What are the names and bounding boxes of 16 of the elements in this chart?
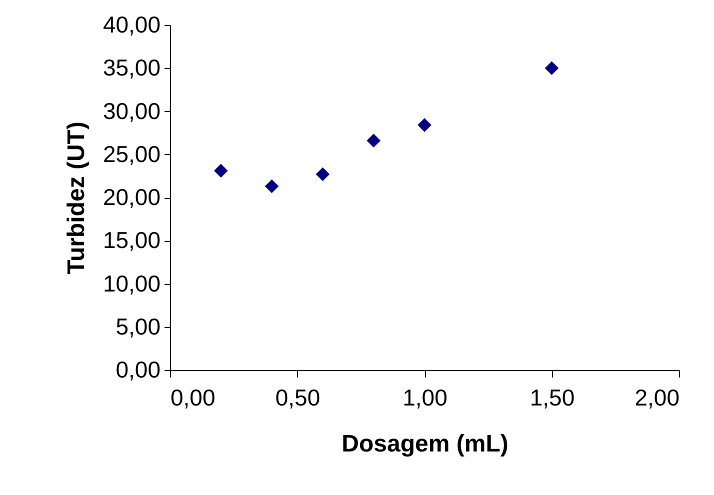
y-tick-label: 10,00 <box>102 270 160 296</box>
x-tick-label: 0,50 <box>275 384 320 410</box>
x-tick-label: 2,00 <box>634 384 680 410</box>
x-tick-label: 1,50 <box>530 384 575 410</box>
x-tick-label: 0,00 <box>170 384 216 410</box>
y-tick-label: 0,00 <box>116 356 160 382</box>
x-tick-label: 1,00 <box>402 384 448 410</box>
y-tick-label: 40,00 <box>102 12 160 38</box>
y-tick-label: 5,00 <box>116 313 160 340</box>
x-axis-title: Dosagem (mL) <box>342 430 508 458</box>
y-axis-title: Turbidez (UT) <box>62 122 90 274</box>
y-tick-label: 15,00 <box>102 227 160 254</box>
y-tick-label: 30,00 <box>102 98 160 124</box>
y-tick-label: 35,00 <box>102 54 160 81</box>
y-tick-label: 20,00 <box>102 184 160 210</box>
y-tick-label: 25,00 <box>102 140 160 167</box>
